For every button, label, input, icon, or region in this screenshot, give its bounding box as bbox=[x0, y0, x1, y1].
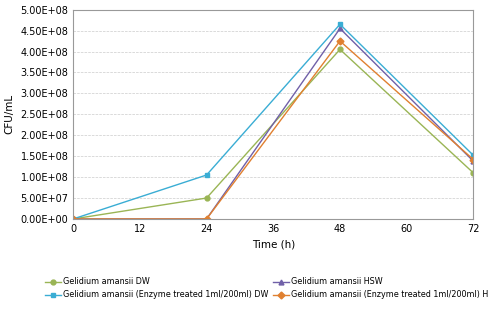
Gelidium amansii (Enzyme treated 1ml/200ml) DW bbox=[203, 173, 209, 177]
Gelidium amansii (Enzyme treated 1ml/200ml) DW bbox=[70, 217, 76, 221]
Y-axis label: CFU/mL: CFU/mL bbox=[5, 94, 15, 134]
Line: Gelidium amansii (Enzyme treated 1ml/200ml) DW: Gelidium amansii (Enzyme treated 1ml/200… bbox=[71, 22, 476, 222]
Gelidium amansii (Enzyme treated 1ml/200ml) HSW bbox=[470, 157, 476, 161]
X-axis label: Time (h): Time (h) bbox=[252, 239, 295, 249]
Gelidium amansii (Enzyme treated 1ml/200ml) HSW bbox=[337, 39, 343, 43]
Line: Gelidium amansii HSW: Gelidium amansii HSW bbox=[71, 26, 476, 222]
Legend: Gelidium amansii DW, Gelidium amansii (Enzyme treated 1ml/200ml) DW, Gelidium am: Gelidium amansii DW, Gelidium amansii (E… bbox=[45, 278, 488, 299]
Gelidium amansii DW bbox=[470, 171, 476, 175]
Gelidium amansii (Enzyme treated 1ml/200ml) DW bbox=[470, 153, 476, 157]
Gelidium amansii HSW bbox=[203, 217, 209, 221]
Line: Gelidium amansii DW: Gelidium amansii DW bbox=[71, 47, 476, 222]
Gelidium amansii HSW bbox=[70, 217, 76, 221]
Gelidium amansii (Enzyme treated 1ml/200ml) HSW bbox=[70, 217, 76, 221]
Gelidium amansii HSW bbox=[337, 27, 343, 31]
Gelidium amansii DW bbox=[337, 48, 343, 52]
Gelidium amansii DW bbox=[203, 196, 209, 200]
Gelidium amansii HSW bbox=[470, 159, 476, 163]
Gelidium amansii DW bbox=[70, 217, 76, 221]
Line: Gelidium amansii (Enzyme treated 1ml/200ml) HSW: Gelidium amansii (Enzyme treated 1ml/200… bbox=[71, 39, 476, 222]
Gelidium amansii (Enzyme treated 1ml/200ml) DW bbox=[337, 23, 343, 26]
Gelidium amansii (Enzyme treated 1ml/200ml) HSW bbox=[203, 217, 209, 221]
